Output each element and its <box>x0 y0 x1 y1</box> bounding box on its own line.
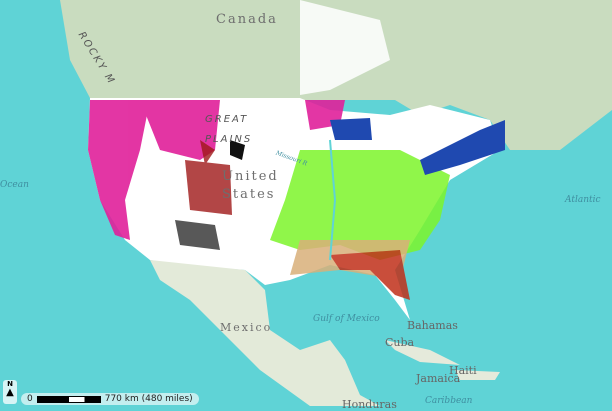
scale-zero: 0 <box>27 394 33 404</box>
mississippi-river <box>329 139 337 261</box>
north-arrow-icon: ▲ <box>6 387 14 398</box>
label-honduras: Honduras <box>342 398 397 411</box>
northeast-blue-forests <box>330 118 505 175</box>
north-arrow: N ▲ <box>3 380 17 404</box>
southeast-tan-red <box>290 240 410 300</box>
label-pacific-ocean: Ocean <box>0 180 29 190</box>
label-mexico: Mexico <box>220 321 273 334</box>
north-label: N <box>7 380 13 388</box>
label-caribbean: Caribbean <box>425 396 473 406</box>
label-bahamas: Bahamas <box>407 319 458 332</box>
label-atlantic: Atlantic <box>565 195 601 205</box>
darkred-patches <box>185 140 232 215</box>
mexico-land <box>150 260 380 406</box>
east-green-forests <box>270 150 450 260</box>
label-united-states: United States <box>222 169 279 202</box>
hudson-bay <box>300 0 390 95</box>
label-cuba: Cuba <box>385 336 415 349</box>
label-haiti: Haiti <box>449 364 477 377</box>
west-black-patches <box>175 140 245 250</box>
scale-bar-graphic <box>36 395 101 403</box>
west-magenta-forests <box>88 100 345 240</box>
cuba-land <box>385 340 460 365</box>
scale-bar: 0 770 km (480 miles) <box>21 393 199 405</box>
label-great-plains: GREAT PLAINS <box>205 114 253 145</box>
scale-text: 770 km (480 miles) <box>104 394 193 404</box>
label-gulf-of-mexico: Gulf of Mexico <box>313 314 380 324</box>
hispaniola-land <box>455 370 500 380</box>
label-canada: Canada <box>216 12 278 27</box>
label-jamaica: Jamaica <box>416 372 461 385</box>
